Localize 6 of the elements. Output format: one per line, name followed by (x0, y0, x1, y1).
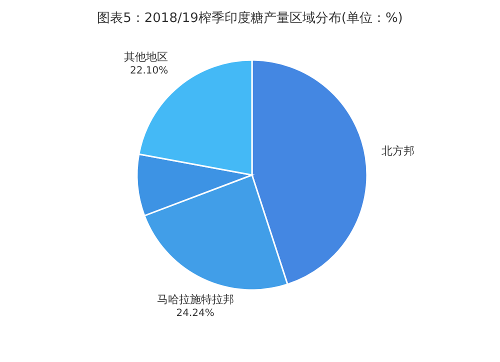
chart-title: 图表5：2018/19榨季印度糖产量区域分布(单位：%) (97, 10, 403, 26)
data-label: 22.10% (130, 65, 168, 76)
slice-label: 其他地区 (124, 50, 168, 64)
data-label: 24.24% (176, 308, 214, 320)
slice-label: 北方邦 (381, 144, 414, 158)
slice-label: 马哈拉施特拉邦 (156, 293, 234, 306)
